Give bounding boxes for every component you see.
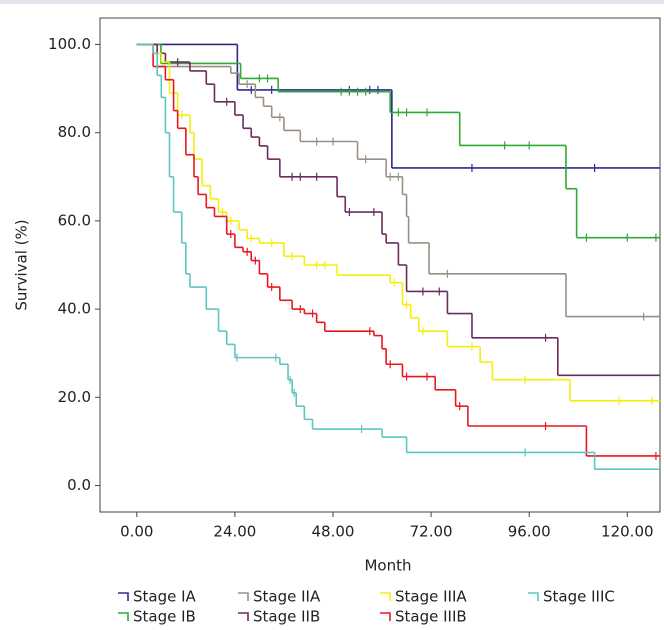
legend-symbol: [118, 612, 129, 621]
legend-label: Stage IIA: [253, 588, 321, 606]
x-tick-label: 48.00: [312, 523, 355, 541]
x-tick-label: 96.00: [508, 523, 551, 541]
legend-symbol: [118, 592, 129, 601]
y-tick-label: 80.0: [58, 123, 91, 141]
x-tick-label: 0.00: [120, 523, 153, 541]
legend-symbol: [528, 592, 539, 601]
y-axis-label: Survival (%): [13, 219, 31, 310]
survival-curve: [136, 43, 660, 471]
legend-label: Stage IIIB: [395, 608, 467, 626]
legend-label: Stage IIB: [253, 608, 320, 626]
plot-area: [136, 43, 660, 471]
y-tick-label: 40.0: [58, 300, 91, 318]
legend-symbol: [380, 592, 391, 601]
legend-symbol: [238, 612, 249, 621]
x-tick-label: 72.00: [410, 523, 453, 541]
y-tick-label: 100.0: [48, 35, 91, 53]
y-tick-label: 60.0: [58, 211, 91, 229]
x-tick-label: 120.00: [601, 523, 654, 541]
legend-symbol: [238, 592, 249, 601]
legend: Stage IA Stage IB Stage IIA Stage IIB Stage …: [118, 588, 615, 626]
legend-symbol: [380, 612, 391, 621]
survival-curve: [136, 43, 660, 377]
legend-label: Stage IB: [133, 608, 196, 626]
legend-label: Stage IIIC: [543, 588, 615, 606]
legend-label: Stage IIIA: [395, 588, 467, 606]
y-tick-label: 20.0: [58, 388, 91, 406]
survival-curve: [136, 43, 660, 405]
plot-frame: [99, 17, 661, 513]
x-tick-label: 24.00: [213, 523, 256, 541]
x-axis-label: Month: [364, 557, 411, 575]
y-tick-label: 0.0: [67, 476, 91, 494]
top-bar: [0, 0, 664, 4]
survival-curve: [136, 43, 660, 321]
survival-curve: [136, 43, 660, 460]
legend-label: Stage IA: [133, 588, 197, 606]
survival-curve: [136, 43, 660, 242]
